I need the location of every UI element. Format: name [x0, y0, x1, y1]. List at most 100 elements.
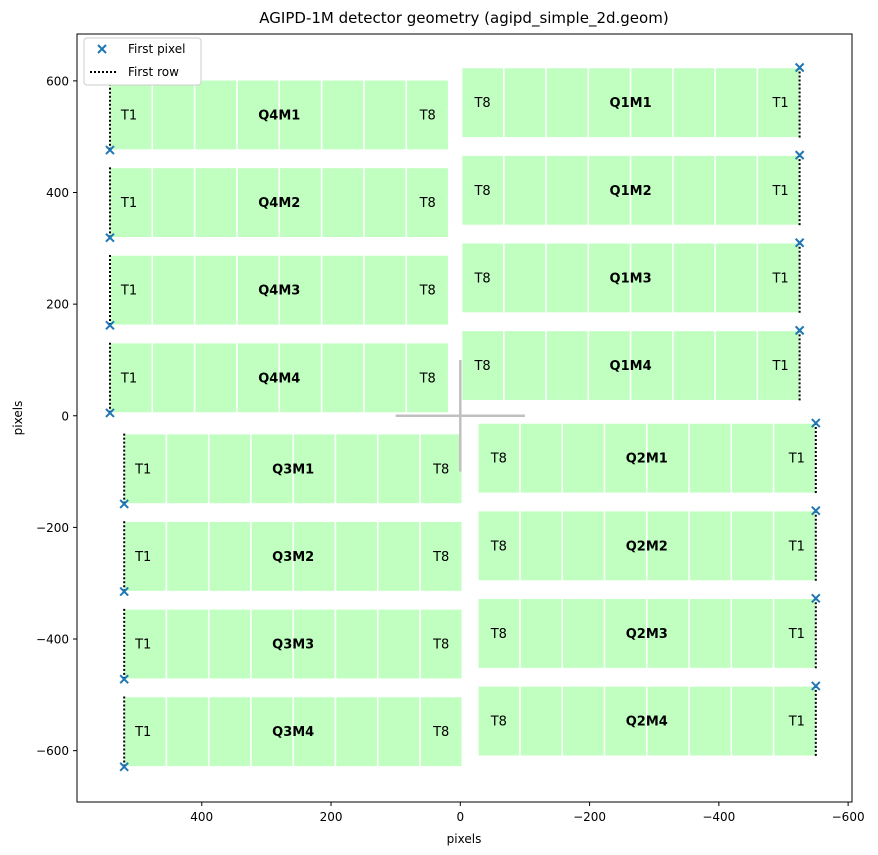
first-pixel-stroke-b — [794, 62, 805, 73]
module-label-q4m1: Q4M1 — [258, 108, 300, 123]
x-tick-label: −600 — [832, 810, 865, 824]
tile-q4m1-3 — [193, 79, 238, 151]
first-pixel-stroke-b — [105, 320, 115, 331]
module-label-q2m4: Q2M4 — [626, 715, 668, 730]
y-tick-label: 0 — [61, 409, 69, 423]
tile-q3m1-4 — [250, 432, 294, 505]
tile-q2m4-4 — [603, 685, 648, 757]
tile-q3m1-2 — [165, 432, 210, 505]
tile-q2m2-5 — [646, 509, 690, 582]
tile-q2m3-4 — [603, 597, 648, 670]
tile-q4m4-8 — [405, 341, 450, 414]
tile-q4m3-7 — [363, 254, 408, 327]
tile-q1m4-1 — [460, 329, 505, 402]
tile-q1m1-2 — [503, 66, 547, 139]
tile-q1m1-5 — [629, 66, 674, 139]
tile-q1m1-7 — [714, 66, 759, 139]
tile-q4m2-6 — [320, 166, 365, 239]
tile-q1m4-5 — [629, 329, 674, 402]
first-pixel-marker-q1m3 — [794, 238, 805, 248]
tile-q1m3-3 — [545, 241, 590, 314]
tile-q2m3-1 — [477, 597, 521, 670]
tile-q3m3-6 — [334, 608, 379, 680]
tile-q1m2-4 — [587, 154, 632, 227]
tile-q1m4-3 — [545, 329, 590, 402]
tile-q2m1-3 — [561, 422, 606, 495]
first-pixel-marker-q1m2 — [794, 150, 805, 160]
first-pixel-marker-q2m4 — [811, 681, 821, 691]
first-pixel-marker-q4m2 — [105, 233, 115, 243]
tile-q3m1-5 — [292, 432, 337, 505]
tile-q1m3-6 — [672, 241, 716, 314]
tile-q4m2-7 — [363, 166, 408, 239]
tile-q4m1-2 — [151, 79, 196, 151]
tile-q3m1-1 — [123, 432, 168, 505]
tile-label-q4m1-first: T1 — [120, 108, 137, 123]
tile-q2m2-7 — [730, 509, 775, 582]
tile-q3m4-1 — [123, 695, 168, 768]
tile-q2m1-5 — [646, 422, 690, 495]
tile-q2m4-1 — [477, 685, 521, 757]
first-pixel-stroke-b — [119, 762, 129, 772]
tile-q3m1-3 — [207, 432, 252, 505]
tile-q1m3-7 — [714, 241, 759, 314]
tile-label-q4m4-last: T8 — [419, 371, 436, 386]
x-tick-label: 200 — [320, 810, 343, 824]
first-pixel-stroke-b — [794, 150, 805, 160]
tile-q4m4-5 — [278, 341, 323, 414]
tile-q3m3-8 — [419, 608, 463, 680]
tile-label-q4m3-last: T8 — [419, 284, 436, 299]
y-tick-label: −400 — [36, 633, 69, 647]
y-tick-label: 600 — [46, 74, 69, 88]
tile-q2m3-6 — [688, 597, 733, 670]
first-pixel-stroke-b — [794, 325, 805, 336]
module-label-q1m4: Q1M4 — [610, 359, 652, 374]
tile-label-q1m2-last: T8 — [473, 184, 490, 199]
tile-q3m1-8 — [419, 432, 463, 505]
tile-label-q1m1-first: T1 — [771, 96, 788, 111]
x-tick-label: −200 — [573, 810, 606, 824]
tile-label-q4m2-last: T8 — [419, 196, 436, 211]
y-tick-label: −600 — [36, 744, 69, 758]
first-pixel-marker-q1m4 — [794, 325, 805, 336]
legend-first-pixel-label: First pixel — [128, 42, 185, 56]
module-label-q2m3: Q2M3 — [626, 627, 668, 642]
markers-layer — [105, 62, 821, 772]
tile-label-q3m3-last: T8 — [432, 638, 449, 653]
x-axis-label: pixels — [447, 832, 482, 846]
y-axis-label: pixels — [11, 401, 25, 436]
first-pixel-marker-q3m1 — [119, 499, 129, 509]
tile-q2m2-2 — [519, 509, 564, 582]
chart-title: AGIPD-1M detector geometry (agipd_simple… — [259, 9, 668, 28]
first-pixel-stroke-b — [811, 593, 821, 603]
tile-q1m2-6 — [672, 154, 716, 227]
legend-box — [83, 37, 202, 86]
module-label-q4m3: Q4M3 — [258, 284, 300, 299]
tile-q2m3-3 — [561, 597, 606, 670]
tile-q1m2-7 — [714, 154, 759, 227]
module-label-q1m3: Q1M3 — [610, 271, 652, 286]
ticks-layer: 400 200 0 −200 −400 −600 600 400 200 0 −200 −400 −60… — [36, 74, 865, 824]
tile-q3m2-8 — [419, 520, 463, 593]
tile-q1m3-8 — [756, 241, 801, 314]
first-pixel-stroke-b — [119, 586, 129, 597]
tile-q1m3-2 — [503, 241, 547, 314]
tile-label-q3m4-last: T8 — [432, 725, 449, 740]
tile-q4m2-4 — [236, 166, 281, 239]
tile-label-q4m2-first: T1 — [120, 196, 137, 211]
first-pixel-stroke-b — [811, 418, 821, 428]
first-pixel-stroke-b — [811, 505, 821, 516]
tile-q2m3-7 — [730, 597, 775, 670]
tile-q4m4-2 — [151, 341, 196, 414]
tile-q1m3-5 — [629, 241, 674, 314]
axes-frame — [76, 33, 853, 803]
tile-q4m4-7 — [363, 341, 408, 414]
tile-label-q1m4-first: T1 — [771, 359, 788, 374]
legend: First pixel First row — [83, 37, 202, 86]
module-label-q2m2: Q2M2 — [626, 539, 668, 554]
tile-q3m2-3 — [207, 520, 252, 593]
tile-q2m2-3 — [561, 509, 606, 582]
tile-q1m1-1 — [460, 66, 505, 139]
tile-q3m3-1 — [123, 608, 168, 680]
